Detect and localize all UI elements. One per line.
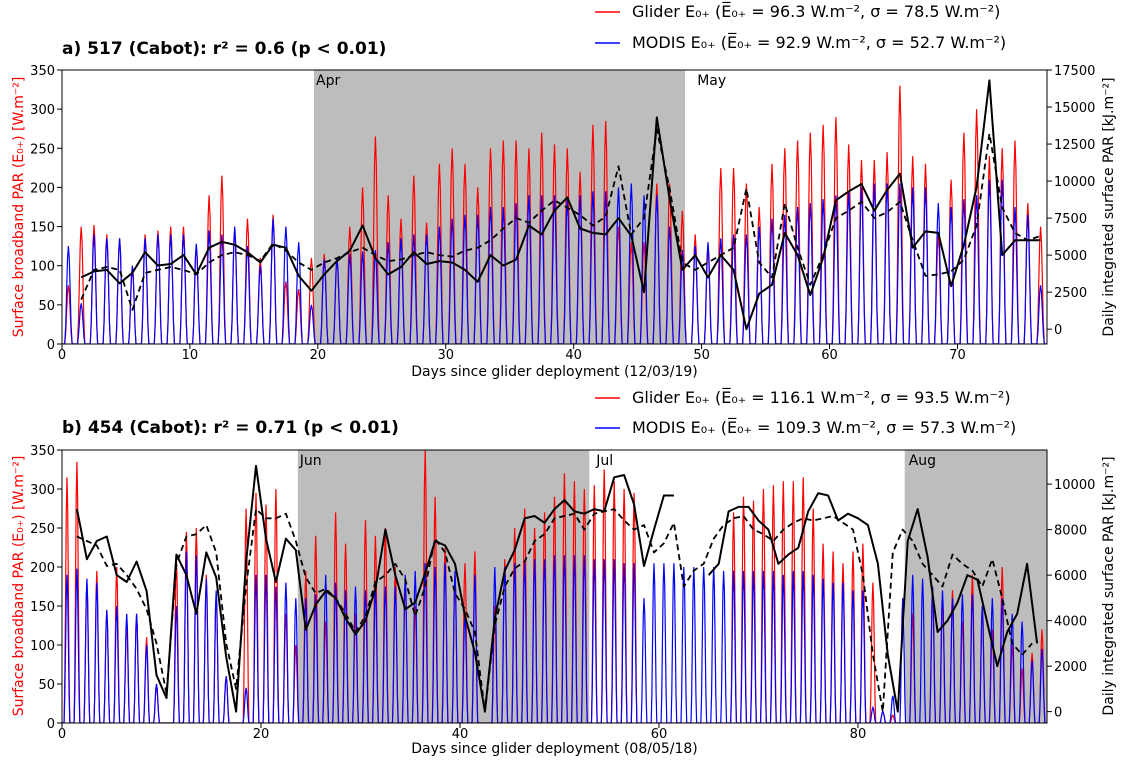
daily-modis-line: [80, 128, 1041, 311]
month-label: Aug: [909, 453, 936, 469]
y-right-tick-label: 5000: [1054, 249, 1087, 264]
legend-label: Glider E₀₊ (E̅₀₊ = 116.1 W.m⁻², σ = 93.5…: [632, 388, 1011, 407]
y-right-tick-label: 2500: [1054, 286, 1087, 301]
month-label: Jun: [299, 453, 322, 469]
y-left-tick-label: 0: [47, 717, 55, 732]
y-right-axis-label: Daily integrated surface PAR [kJ.m⁻²]: [1101, 77, 1117, 336]
month-shade: [314, 70, 685, 344]
y-left-tick-label: 350: [30, 444, 55, 459]
y-right-axis-label: Daily integrated surface PAR [kJ.m⁻²]: [1101, 456, 1117, 715]
daily-modis-line: [76, 508, 1033, 713]
y-left-axis-label: Surface broadband PAR (E₀₊) [W.m⁻²]: [11, 77, 27, 338]
y-left-tick-label: 350: [30, 64, 55, 79]
x-axis-label: Days since glider deployment (12/03/19): [411, 364, 698, 380]
y-left-tick-label: 250: [30, 142, 55, 157]
y-right-tick-label: 12500: [1054, 138, 1095, 153]
legend-label: Glider E₀₊ (E̅₀₊ = 96.3 W.m⁻², σ = 78.5 …: [632, 2, 1000, 21]
panel-b: b) 454 (Cabot): r² = 0.71 (p < 0.01) Jun…: [11, 388, 1117, 757]
y-right-tick-label: 15000: [1054, 101, 1095, 116]
y-left-tick-label: 100: [30, 260, 55, 275]
x-tick-label: 60: [651, 727, 668, 742]
y-left-tick-label: 200: [30, 561, 55, 576]
y-left-tick-label: 50: [38, 299, 55, 314]
y-left-tick-label: 300: [30, 103, 55, 118]
x-tick-label: 30: [437, 348, 454, 363]
x-tick-label: 70: [949, 348, 966, 363]
y-right-tick-label: 10000: [1054, 478, 1095, 493]
y-left-tick-label: 150: [30, 600, 55, 615]
x-tick-label: 40: [452, 727, 469, 742]
x-tick-label: 0: [58, 348, 66, 363]
panel-b-title: b) 454 (Cabot): r² = 0.71 (p < 0.01): [62, 418, 399, 438]
x-tick-label: 0: [58, 727, 66, 742]
month-shade: [904, 450, 1047, 723]
legend-label: MODIS E₀₊ (E̅₀₊ = 109.3 W.m⁻², σ = 57.3 …: [632, 418, 1016, 437]
x-tick-label: 60: [821, 348, 838, 363]
month-label: May: [697, 73, 726, 89]
y-right-tick-label: 6000: [1054, 569, 1087, 584]
y-right-tick-label: 17500: [1054, 64, 1095, 79]
y-right-tick-label: 10000: [1054, 175, 1095, 190]
x-tick-label: 40: [565, 348, 582, 363]
panel-a: a) 517 (Cabot): r² = 0.6 (p < 0.01) Apr M…: [11, 2, 1117, 380]
y-left-tick-label: 0: [47, 338, 55, 353]
y-right-tick-label: 4000: [1054, 615, 1087, 630]
y-left-tick-label: 100: [30, 639, 55, 654]
month-label: Jul: [595, 453, 613, 469]
y-left-tick-label: 250: [30, 522, 55, 537]
y-right-tick-label: 0: [1054, 706, 1062, 721]
y-right-tick-label: 7500: [1054, 212, 1087, 227]
y-right-tick-label: 0: [1054, 323, 1062, 338]
legend-label: MODIS E₀₊ (E̅₀₊ = 92.9 W.m⁻², σ = 52.7 W…: [632, 33, 1006, 52]
x-tick-label: 20: [253, 727, 270, 742]
x-tick-label: 10: [182, 348, 199, 363]
x-tick-label: 20: [310, 348, 327, 363]
y-right-tick-label: 8000: [1054, 524, 1087, 539]
month-label: Apr: [316, 73, 340, 89]
plot-frame: [61, 69, 1048, 345]
diurnal-series-line: [62, 551, 1047, 723]
plot-frame: [61, 449, 1048, 724]
y-left-tick-label: 200: [30, 181, 55, 196]
y-left-tick-label: 150: [30, 221, 55, 236]
daily-glider-line: [75, 464, 1039, 713]
x-tick-label: 80: [850, 727, 867, 742]
y-left-axis-label: Surface broadband PAR (E₀₊) [W.m⁻²]: [11, 456, 27, 717]
y-left-tick-label: 300: [30, 483, 55, 498]
x-axis-label: Days since glider deployment (08/05/18): [411, 741, 698, 757]
y-left-tick-label: 50: [38, 678, 55, 693]
panel-a-title: a) 517 (Cabot): r² = 0.6 (p < 0.01): [62, 39, 386, 59]
y-right-tick-label: 2000: [1054, 660, 1087, 675]
x-tick-label: 50: [693, 348, 710, 363]
